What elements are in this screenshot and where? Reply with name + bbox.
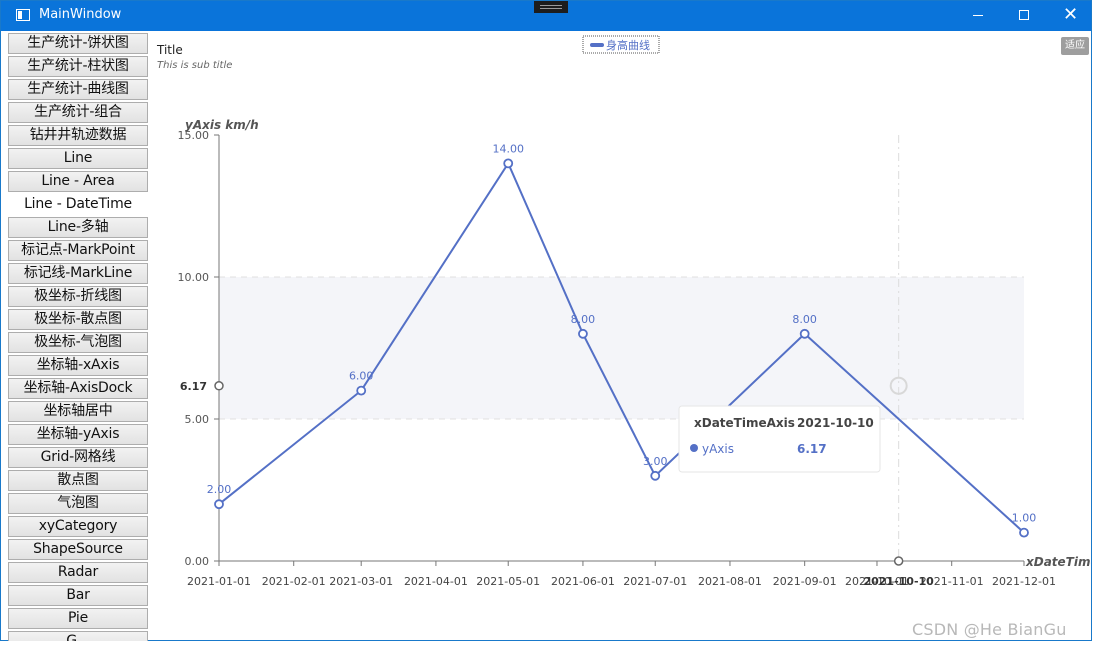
x-tick-label: 2021-05-01 <box>476 575 540 588</box>
sidebar-item[interactable]: Grid-网格线 <box>8 447 148 468</box>
data-label: 3.00 <box>643 455 668 468</box>
close-icon: ✕ <box>1063 4 1079 25</box>
data-label: 2.00 <box>207 483 232 496</box>
x-tick-label: 2021-02-01 <box>262 575 326 588</box>
minimize-icon <box>973 15 983 16</box>
sidebar-item[interactable]: 坐标轴-yAxis <box>8 424 148 445</box>
legend-swatch <box>590 43 604 47</box>
chart-title: Title <box>157 43 183 57</box>
legend-box <box>582 35 660 54</box>
app-icon <box>16 9 30 21</box>
sidebar-item[interactable]: 生产统计-柱状图 <box>8 56 148 77</box>
y-tick-label: 0.00 <box>185 555 210 568</box>
sidebar-item[interactable]: 标记点-MarkPoint <box>8 240 148 261</box>
y-tick-label: 5.00 <box>185 413 210 426</box>
maximize-button[interactable] <box>1001 1 1047 31</box>
sidebar-item[interactable]: 坐标轴居中 <box>8 401 148 422</box>
tooltip-header-name: xDateTimeAxis <box>694 416 795 430</box>
sidebar-item[interactable]: 钻井井轨迹数据 <box>8 125 148 146</box>
plot-band <box>219 277 1024 419</box>
x-tick-label: 2021-10-01 <box>845 575 909 588</box>
watermark: CSDN @He BianGu <box>912 620 1067 639</box>
sidebar-item[interactable]: 标记线-MarkLine <box>8 263 148 284</box>
data-point <box>214 499 224 510</box>
sidebar-item[interactable]: Line - Area <box>8 171 148 192</box>
data-point <box>503 158 514 169</box>
data-point <box>650 470 661 481</box>
crosshair-circle <box>889 376 908 395</box>
sidebar-item[interactable]: Bar <box>8 585 148 606</box>
x-tick-label: 2021-12-01 <box>992 575 1056 588</box>
sidebar-item[interactable]: 生产统计-饼状图 <box>8 33 148 54</box>
tooltip-box <box>678 405 881 473</box>
sidebar-item[interactable]: Radar <box>8 562 148 583</box>
y-axis-title: yAxis km/h <box>185 118 259 132</box>
data-label: 6.00 <box>349 370 374 383</box>
sidebar-item[interactable]: Pie <box>8 608 148 629</box>
sidebar-nav: 生产统计-饼状图 生产统计-柱状图 生产统计-曲线图 生产统计-组合 钻井井轨迹数据 Li… <box>8 33 151 641</box>
x-tick-label: 2021-07-01 <box>623 575 687 588</box>
minimize-button[interactable] <box>955 1 1001 31</box>
x-axis-pointer <box>893 556 904 566</box>
tooltip-header-value: 2021-10-10 <box>797 416 874 430</box>
x-tick-label: 2021-01-01 <box>187 575 251 588</box>
data-point <box>1019 527 1029 538</box>
x-tick-label: 2021-06-01 <box>551 575 615 588</box>
y-axis-pointer <box>214 381 224 391</box>
data-label: 1.00 <box>1012 512 1037 525</box>
x-axis-pointer-label: 2021-10-10 <box>863 575 934 588</box>
sidebar-item[interactable]: ShapeSource <box>8 539 148 560</box>
sidebar-item[interactable]: 极坐标-散点图 <box>8 309 148 330</box>
legend-label: 身高曲线 <box>606 38 650 52</box>
window-title: MainWindow <box>39 7 122 22</box>
main-window: MainWindow ✕ 生产统计-饼状图 生产统计-柱状图 生产统计-曲线图 生产统… <box>0 0 1092 641</box>
sidebar-item[interactable]: 气泡图 <box>8 493 148 514</box>
close-button[interactable]: ✕ <box>1047 1 1093 31</box>
data-point <box>578 328 588 339</box>
sidebar-item[interactable]: 坐标轴-AxisDock <box>8 378 148 399</box>
sidebar-item[interactable]: xyCategory <box>8 516 148 537</box>
fit-button[interactable]: 适应 <box>1061 37 1089 55</box>
data-point <box>356 385 367 396</box>
y-axis-pointer-label: 6.17 <box>180 380 207 393</box>
sidebar-item[interactable]: 极坐标-气泡图 <box>8 332 148 353</box>
sidebar-item[interactable]: Line-多轴 <box>8 217 148 238</box>
maximize-icon <box>1019 10 1029 20</box>
data-point <box>799 328 810 339</box>
sidebar-item[interactable]: 散点图 <box>8 470 148 491</box>
sidebar-item[interactable]: 坐标轴-xAxis <box>8 355 148 376</box>
title-bar[interactable]: MainWindow ✕ <box>1 1 1091 31</box>
chart-panel: 0.00 5.00 10.00 15.00 2021-01-01 2021-02-01 20… <box>151 33 1091 641</box>
x-tick-label: 2021-08-01 <box>698 575 762 588</box>
data-label: 8.00 <box>571 313 596 326</box>
data-label: 14.00 <box>492 142 524 155</box>
data-label: 8.00 <box>792 313 817 326</box>
x-axis-title: xDateTime <box>1025 555 1091 569</box>
sidebar-item[interactable]: 生产统计-组合 <box>8 102 148 123</box>
x-tick-label: 2021-11-01 <box>920 575 984 588</box>
chart-subtitle: This is sub title <box>157 60 233 71</box>
tooltip-marker <box>690 444 698 452</box>
drag-grip-icon[interactable] <box>534 1 568 13</box>
tooltip-row-name: yAxis <box>702 442 734 456</box>
sidebar-item[interactable]: Line <box>8 148 148 169</box>
tooltip-row-value: 6.17 <box>797 442 827 456</box>
y-tick-label: 10.00 <box>178 271 210 284</box>
x-tick-label: 2021-04-01 <box>404 575 468 588</box>
sidebar-item[interactable]: G... <box>8 631 148 641</box>
y-tick-label: 15.00 <box>178 129 210 142</box>
sidebar-item[interactable]: 生产统计-曲线图 <box>8 79 148 100</box>
x-tick-label: 2021-03-01 <box>329 575 393 588</box>
sidebar-item[interactable]: Line - DateTime <box>8 194 148 215</box>
sidebar-item[interactable]: 极坐标-折线图 <box>8 286 148 307</box>
x-tick-label: 2021-09-01 <box>773 575 837 588</box>
